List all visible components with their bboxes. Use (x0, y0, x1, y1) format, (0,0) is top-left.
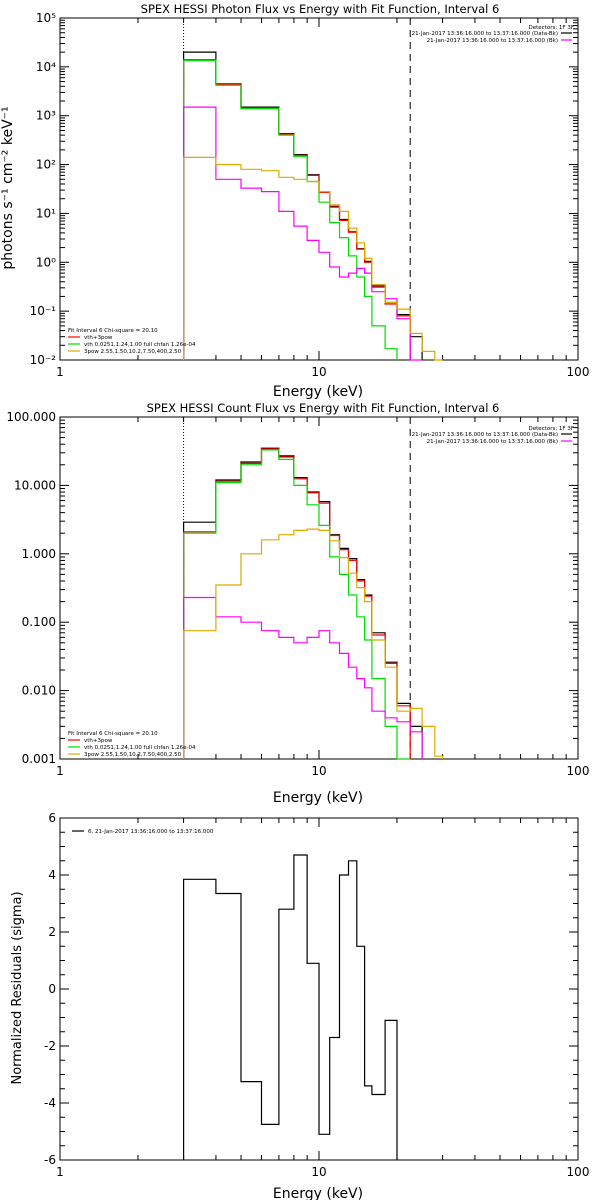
series-line (183, 448, 411, 759)
photon-flux-chart: SPEX HESSI Photon Flux vs Energy with Fi… (0, 2, 589, 400)
fit-header: Fit Interval 6 Chi-square = 20.10 (68, 328, 158, 334)
y-tick-label: 100.000 (6, 410, 56, 424)
y-tick-label: 0.010 (22, 684, 56, 698)
legend-top: Detectors: 1F 3F 21-Jan-2017 13:36:16.00… (412, 25, 574, 44)
count-flux-chart: SPEX HESSI Count Flux vs Energy with Fit… (6, 401, 589, 806)
legend-entry: 3pow 2.55,1.50,10.2,7.50,400,2.50 (84, 752, 182, 758)
x-tick-label: 100 (567, 1165, 590, 1179)
y-tick-label: 0.100 (22, 615, 56, 629)
y-tick-label: 10⁻² (30, 353, 57, 367)
series-line (183, 854, 398, 1160)
y-tick-label: 10² (36, 158, 56, 172)
fit-header: Fit Interval 6 Chi-square = 20.10 (68, 731, 158, 737)
y-axis-label: Normalized Residuals (sigma) (10, 891, 25, 1084)
reference-lines (183, 18, 411, 360)
y-tick-label: 10.000 (14, 478, 56, 492)
series-line (183, 59, 398, 360)
y-tick-label: 2 (48, 925, 56, 939)
legend-entry: vth+3pow (84, 335, 113, 341)
x-tick-label: 10 (311, 764, 326, 778)
x-tick-label: 10 (311, 365, 326, 379)
y-axis-label: photons s⁻¹ cm⁻² keV⁻¹ (0, 106, 16, 269)
series-line (183, 106, 423, 361)
x-tick-label: 1 (56, 1165, 64, 1179)
x-tick-label: 100 (567, 764, 590, 778)
data-series (183, 51, 443, 361)
legend-entry: 21-Jan-2017 13:36:16.000 to 13:37:16.000… (412, 31, 558, 37)
series-line (183, 59, 411, 360)
residuals-chart: 1 10 100 -6 -4 -2 0 2 4 6 6, 21-Jan-2017 13:36:16… (10, 811, 589, 1200)
chart-title: SPEX HESSI Count Flux vs Energy with Fit… (147, 401, 500, 415)
data-series (183, 447, 444, 760)
y-tick-label: -6 (44, 1153, 56, 1167)
x-tick-label: 10 (311, 1165, 326, 1179)
fit-legend: Fit Interval 6 Chi-square = 20.10 vth+3p… (68, 731, 196, 758)
y-tick-label: 10⁻¹ (30, 304, 57, 318)
detectors-label: Detectors: 1F 3F (528, 25, 574, 31)
series-line (183, 528, 444, 759)
chart-title: SPEX HESSI Photon Flux vs Energy with Fi… (141, 2, 500, 16)
legend-entry: 3pow 2.55,1.50,10.2,7.50,400,2.50 (84, 349, 182, 355)
series-line (183, 447, 423, 759)
y-tick-label: 10⁰ (36, 255, 56, 269)
series-line (183, 156, 443, 361)
series-line (183, 51, 423, 360)
data-series (183, 854, 398, 1160)
legend-entry: vth 0.0251,1.24,1.00 full chfan 1.26e-04 (84, 745, 196, 751)
x-axis-label: Energy (keV) (273, 790, 363, 806)
y-tick-label: 6 (48, 811, 56, 825)
y-tick-label: 10³ (36, 109, 56, 123)
legend-entry: 21-Jan-2017 13:36:16.000 to 13:37:16.000… (427, 439, 558, 445)
x-axis-label: Energy (keV) (273, 384, 363, 400)
plot-frame (59, 416, 579, 760)
series-line (183, 596, 423, 759)
detectors-label: Detectors: 1F 3F (528, 426, 574, 432)
reference-lines (183, 417, 411, 759)
legend-entry: 6, 21-Jan-2017 13:36:16.000 to 13:37:16.… (88, 829, 214, 835)
x-tick-label: 1 (56, 764, 64, 778)
y-tick-label: 0 (48, 982, 56, 996)
series-line (183, 449, 411, 760)
x-tick-label: 1 (56, 365, 64, 379)
y-tick-label: 4 (48, 868, 56, 882)
x-axis-label: Energy (keV) (273, 1186, 363, 1200)
y-tick-label: 10¹ (36, 206, 56, 220)
y-tick-label: -4 (44, 1096, 56, 1110)
legend-top: 6, 21-Jan-2017 13:36:16.000 to 13:37:16.… (72, 829, 214, 835)
y-tick-label: 10⁵ (36, 11, 56, 25)
legend-entry: vth 0.0251,1.24,1.00 full chfan 1.26e-04 (84, 342, 196, 348)
axis-ticks: 1 10 100 10⁻² 10⁻¹ 10⁰ 10¹ 10² 10³ 10⁴ 10⁵ (30, 11, 590, 379)
legend-entry: vth+3pow (84, 738, 113, 744)
y-tick-label: 0.001 (22, 752, 56, 766)
legend-entry: 21-Jan-2017 13:36:16.000 to 13:37:16.000… (412, 432, 558, 438)
x-tick-label: 100 (567, 365, 590, 379)
axis-ticks: 1 10 100 -6 -4 -2 0 2 4 6 (44, 811, 589, 1179)
legend-entry: 21-Jan-2017 13:36:16.000 to 13:37:16.000… (427, 38, 558, 44)
y-tick-label: -2 (44, 1039, 56, 1053)
axis-ticks: 1 10 100 0.001 0.010 0.100 1.000 10.000 100.000 (6, 410, 589, 778)
y-tick-label: 1.000 (22, 547, 56, 561)
legend-top: Detectors: 1F 3F 21-Jan-2017 13:36:16.00… (412, 426, 574, 445)
fit-legend: Fit Interval 6 Chi-square = 20.10 vth+3p… (68, 328, 196, 355)
y-tick-label: 10⁴ (36, 60, 56, 74)
